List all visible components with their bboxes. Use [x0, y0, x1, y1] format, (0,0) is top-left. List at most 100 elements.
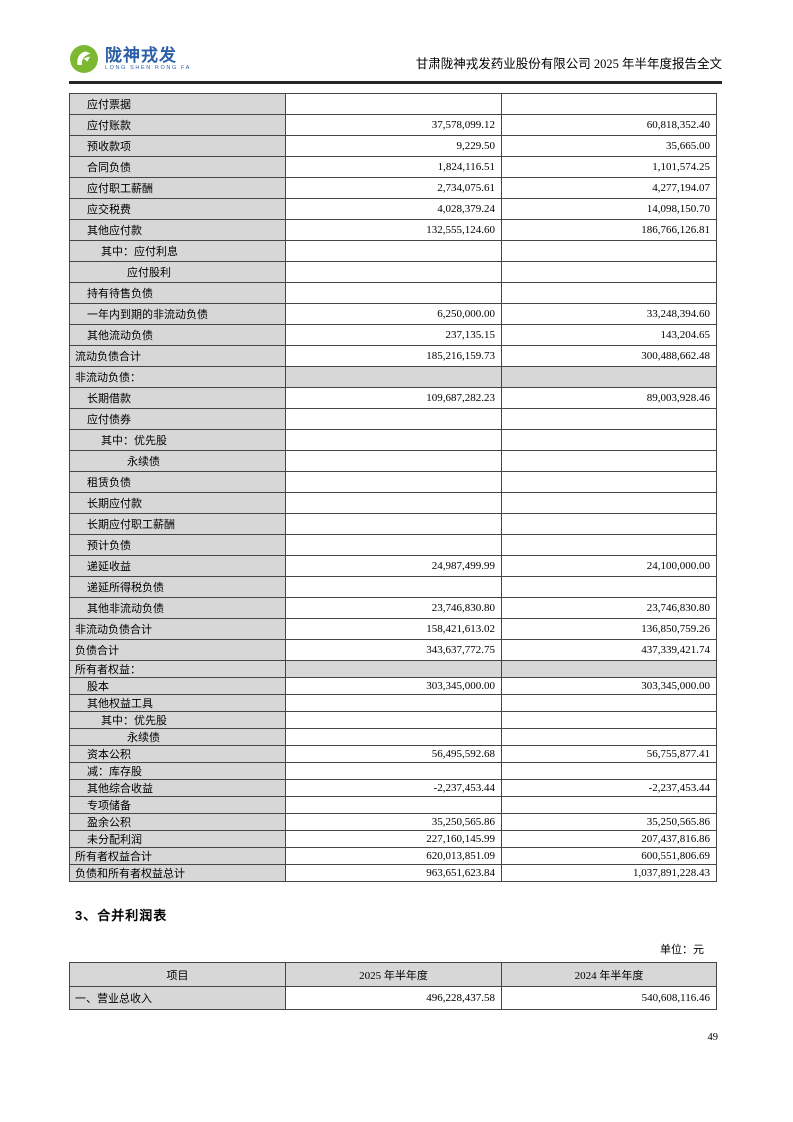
- row-value-prior: [501, 408, 717, 430]
- row-value-current: 132,555,124.60: [285, 219, 502, 241]
- row-value-prior: 186,766,126.81: [501, 219, 717, 241]
- row-value-prior: -2,237,453.44: [501, 779, 717, 797]
- company-logo: 陇神戎发 LONG SHEN RONG FA: [69, 44, 191, 74]
- row-label: 递延收益: [69, 555, 286, 577]
- table-row: 盈余公积 35,250,565.86 35,250,565.86: [69, 813, 717, 831]
- row-value-prior: 14,098,150.70: [501, 198, 717, 220]
- row-value-prior: [501, 93, 717, 115]
- row-value-current: 963,651,623.84: [285, 864, 502, 882]
- row-label: 递延所得税负债: [69, 576, 286, 598]
- row-label: 应交税费: [69, 198, 286, 220]
- row-label: 长期应付款: [69, 492, 286, 514]
- table-row: 永续债: [69, 728, 717, 746]
- table-row: 递延收益 24,987,499.99 24,100,000.00: [69, 555, 717, 577]
- row-value-prior: [501, 576, 717, 598]
- row-label: 资本公积: [69, 745, 286, 763]
- table-row: 其他综合收益 -2,237,453.44 -2,237,453.44: [69, 779, 717, 797]
- row-value-prior: 24,100,000.00: [501, 555, 717, 577]
- row-value-current: 496,228,437.58: [285, 986, 502, 1010]
- row-label: 其他流动负债: [69, 324, 286, 346]
- logo-text-en: LONG SHEN RONG FA: [105, 64, 191, 71]
- row-value-current: 1,824,116.51: [285, 156, 502, 178]
- row-value-prior: 143,204.65: [501, 324, 717, 346]
- row-value-current: 56,495,592.68: [285, 745, 502, 763]
- row-value-current: [285, 711, 502, 729]
- row-label: 预计负债: [69, 534, 286, 556]
- table-row: 流动负债合计 185,216,159.73 300,488,662.48: [69, 345, 717, 367]
- row-label: 负债和所有者权益总计: [69, 864, 286, 882]
- table-row: 预计负债: [69, 534, 717, 556]
- table-row: 应付债券: [69, 408, 717, 430]
- table-row: 长期应付职工薪酬: [69, 513, 717, 535]
- row-label: 永续债: [69, 728, 286, 746]
- row-value-current: [285, 513, 502, 535]
- row-label: 非流动负债合计: [69, 618, 286, 640]
- row-label: 预收款项: [69, 135, 286, 157]
- row-value-prior: 207,437,816.86: [501, 830, 717, 848]
- logo-text: 陇神戎发 LONG SHEN RONG FA: [105, 47, 191, 72]
- header-cell-2024: 2024 年半年度: [501, 962, 717, 987]
- table-row: 非流动负债：: [69, 366, 717, 388]
- row-value-current: 37,578,099.12: [285, 114, 502, 136]
- row-value-current: [285, 534, 502, 556]
- row-value-current: 237,135.15: [285, 324, 502, 346]
- row-value-current: 109,687,282.23: [285, 387, 502, 409]
- row-value-current: 23,746,830.80: [285, 597, 502, 619]
- row-label: 其中：优先股: [69, 711, 286, 729]
- row-value-prior: 23,746,830.80: [501, 597, 717, 619]
- table-row: 应付职工薪酬 2,734,075.61 4,277,194.07: [69, 177, 717, 199]
- row-value-prior: 540,608,116.46: [501, 986, 717, 1010]
- row-value-current: 227,160,145.99: [285, 830, 502, 848]
- row-value-current: 35,250,565.86: [285, 813, 502, 831]
- row-value-current: [285, 471, 502, 493]
- row-value-prior: 1,101,574.25: [501, 156, 717, 178]
- row-value-current: [285, 450, 502, 472]
- table-row: 资本公积 56,495,592.68 56,755,877.41: [69, 745, 717, 763]
- table-header-row: 项目 2025 年半年度 2024 年半年度: [69, 962, 717, 987]
- row-value-current: [285, 796, 502, 814]
- row-value-prior: [501, 471, 717, 493]
- row-value-prior: 4,277,194.07: [501, 177, 717, 199]
- row-value-current: 9,229.50: [285, 135, 502, 157]
- table-row: 递延所得税负债: [69, 576, 717, 598]
- row-value-prior: 600,551,806.69: [501, 847, 717, 865]
- row-label: 负债合计: [69, 639, 286, 661]
- row-label: 其中：应付利息: [69, 240, 286, 262]
- row-value-prior: 1,037,891,228.43: [501, 864, 717, 882]
- table-row: 长期应付款: [69, 492, 717, 514]
- row-value-current: [285, 261, 502, 283]
- row-value-current: 303,345,000.00: [285, 677, 502, 695]
- row-label: 一年内到期的非流动负债: [69, 303, 286, 325]
- row-value-prior: 89,003,928.46: [501, 387, 717, 409]
- row-value-current: [285, 366, 502, 388]
- table-row: 租赁负债: [69, 471, 717, 493]
- row-label: 所有者权益：: [69, 660, 286, 678]
- row-label: 长期借款: [69, 387, 286, 409]
- row-value-prior: [501, 366, 717, 388]
- row-label: 合同负债: [69, 156, 286, 178]
- table-row: 其中：应付利息: [69, 240, 717, 262]
- row-value-current: [285, 660, 502, 678]
- unit-label: 单位：元: [660, 944, 704, 956]
- table-row: 其他非流动负债 23,746,830.80 23,746,830.80: [69, 597, 717, 619]
- row-label: 租赁负债: [69, 471, 286, 493]
- row-value-prior: 60,818,352.40: [501, 114, 717, 136]
- row-label: 一、营业总收入: [69, 986, 286, 1010]
- row-value-current: [285, 240, 502, 262]
- page-header: 陇神戎发 LONG SHEN RONG FA 甘肃陇神戎发药业股份有限公司 20…: [69, 0, 722, 84]
- header-cell-item: 项目: [69, 962, 286, 987]
- row-label: 应付账款: [69, 114, 286, 136]
- row-value-current: 620,013,851.09: [285, 847, 502, 865]
- row-value-prior: [501, 513, 717, 535]
- row-value-current: [285, 429, 502, 451]
- row-value-prior: [501, 711, 717, 729]
- header-cell-2025: 2025 年半年度: [285, 962, 502, 987]
- row-value-current: 158,421,613.02: [285, 618, 502, 640]
- row-value-prior: [501, 728, 717, 746]
- row-label: 其中：优先股: [69, 429, 286, 451]
- table-row: 持有待售负债: [69, 282, 717, 304]
- table-row: 应付票据: [69, 93, 717, 115]
- table-row: 未分配利润 227,160,145.99 207,437,816.86: [69, 830, 717, 848]
- table-row: 其中：优先股: [69, 429, 717, 451]
- table-row: 永续债: [69, 450, 717, 472]
